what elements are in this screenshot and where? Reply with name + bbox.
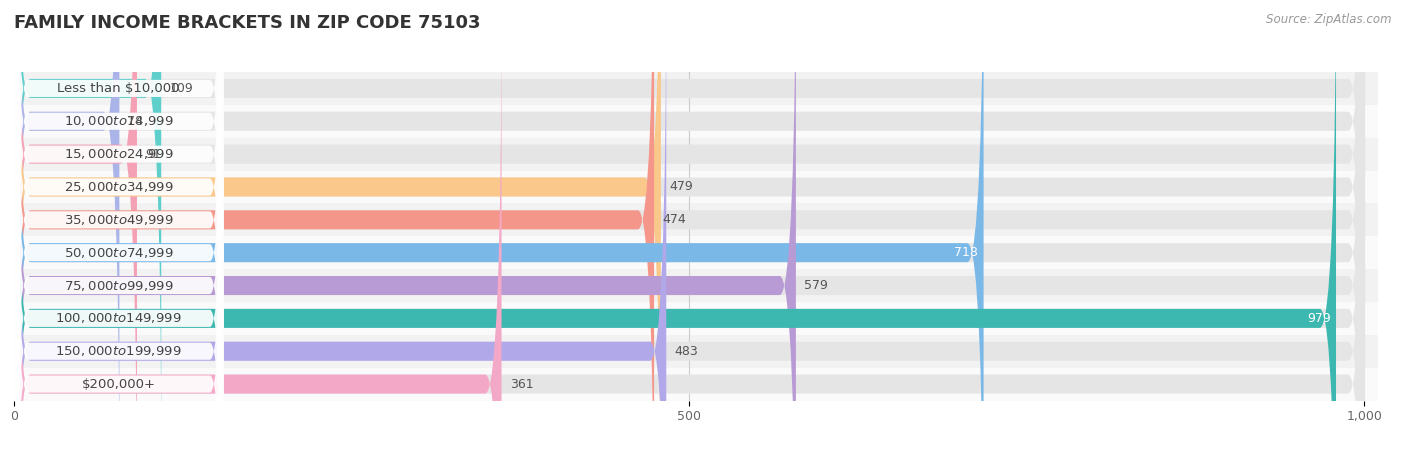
FancyBboxPatch shape: [14, 0, 224, 450]
FancyBboxPatch shape: [14, 0, 1364, 450]
Text: 483: 483: [675, 345, 699, 358]
Bar: [14, 138, 1378, 171]
FancyBboxPatch shape: [14, 0, 224, 441]
Text: $150,000 to $199,999: $150,000 to $199,999: [55, 344, 181, 358]
Text: $50,000 to $74,999: $50,000 to $74,999: [63, 246, 173, 260]
Text: $75,000 to $99,999: $75,000 to $99,999: [63, 279, 173, 292]
FancyBboxPatch shape: [14, 0, 224, 450]
Bar: [14, 72, 1378, 105]
Text: 474: 474: [662, 213, 686, 226]
Text: 979: 979: [1306, 312, 1330, 325]
FancyBboxPatch shape: [14, 0, 1364, 450]
Bar: [14, 302, 1378, 335]
Text: 109: 109: [169, 82, 193, 95]
Bar: [14, 105, 1378, 138]
FancyBboxPatch shape: [14, 0, 796, 450]
Bar: [14, 335, 1378, 368]
Text: Less than $10,000: Less than $10,000: [58, 82, 180, 95]
FancyBboxPatch shape: [14, 0, 984, 450]
FancyBboxPatch shape: [14, 0, 1364, 450]
FancyBboxPatch shape: [14, 0, 136, 450]
Text: 78: 78: [128, 115, 143, 128]
FancyBboxPatch shape: [14, 0, 224, 450]
Text: $25,000 to $34,999: $25,000 to $34,999: [63, 180, 173, 194]
FancyBboxPatch shape: [14, 0, 661, 450]
Text: 361: 361: [509, 378, 533, 391]
FancyBboxPatch shape: [14, 0, 120, 450]
Text: $200,000+: $200,000+: [82, 378, 156, 391]
Text: 91: 91: [145, 148, 160, 161]
FancyBboxPatch shape: [14, 0, 224, 450]
FancyBboxPatch shape: [14, 0, 1364, 450]
Bar: [14, 171, 1378, 203]
FancyBboxPatch shape: [14, 64, 224, 450]
FancyBboxPatch shape: [14, 0, 1364, 450]
Text: FAMILY INCOME BRACKETS IN ZIP CODE 75103: FAMILY INCOME BRACKETS IN ZIP CODE 75103: [14, 14, 481, 32]
FancyBboxPatch shape: [14, 0, 162, 450]
FancyBboxPatch shape: [14, 0, 1364, 450]
FancyBboxPatch shape: [14, 0, 666, 450]
Text: Source: ZipAtlas.com: Source: ZipAtlas.com: [1267, 14, 1392, 27]
FancyBboxPatch shape: [14, 0, 1364, 450]
Text: $15,000 to $24,999: $15,000 to $24,999: [63, 147, 173, 161]
FancyBboxPatch shape: [14, 0, 224, 409]
FancyBboxPatch shape: [14, 0, 1364, 450]
Text: $10,000 to $14,999: $10,000 to $14,999: [63, 114, 173, 128]
Bar: [14, 269, 1378, 302]
FancyBboxPatch shape: [14, 0, 224, 450]
FancyBboxPatch shape: [14, 31, 224, 450]
Text: 479: 479: [669, 180, 693, 194]
FancyBboxPatch shape: [14, 0, 1364, 450]
Bar: [14, 203, 1378, 236]
FancyBboxPatch shape: [14, 0, 502, 450]
Bar: [14, 236, 1378, 269]
Text: $35,000 to $49,999: $35,000 to $49,999: [63, 213, 173, 227]
FancyBboxPatch shape: [14, 0, 1364, 450]
FancyBboxPatch shape: [14, 0, 654, 450]
FancyBboxPatch shape: [14, 0, 224, 450]
Text: 579: 579: [804, 279, 828, 292]
Text: $100,000 to $149,999: $100,000 to $149,999: [55, 311, 181, 325]
Bar: [14, 368, 1378, 400]
Text: 718: 718: [955, 246, 979, 259]
FancyBboxPatch shape: [14, 0, 1336, 450]
